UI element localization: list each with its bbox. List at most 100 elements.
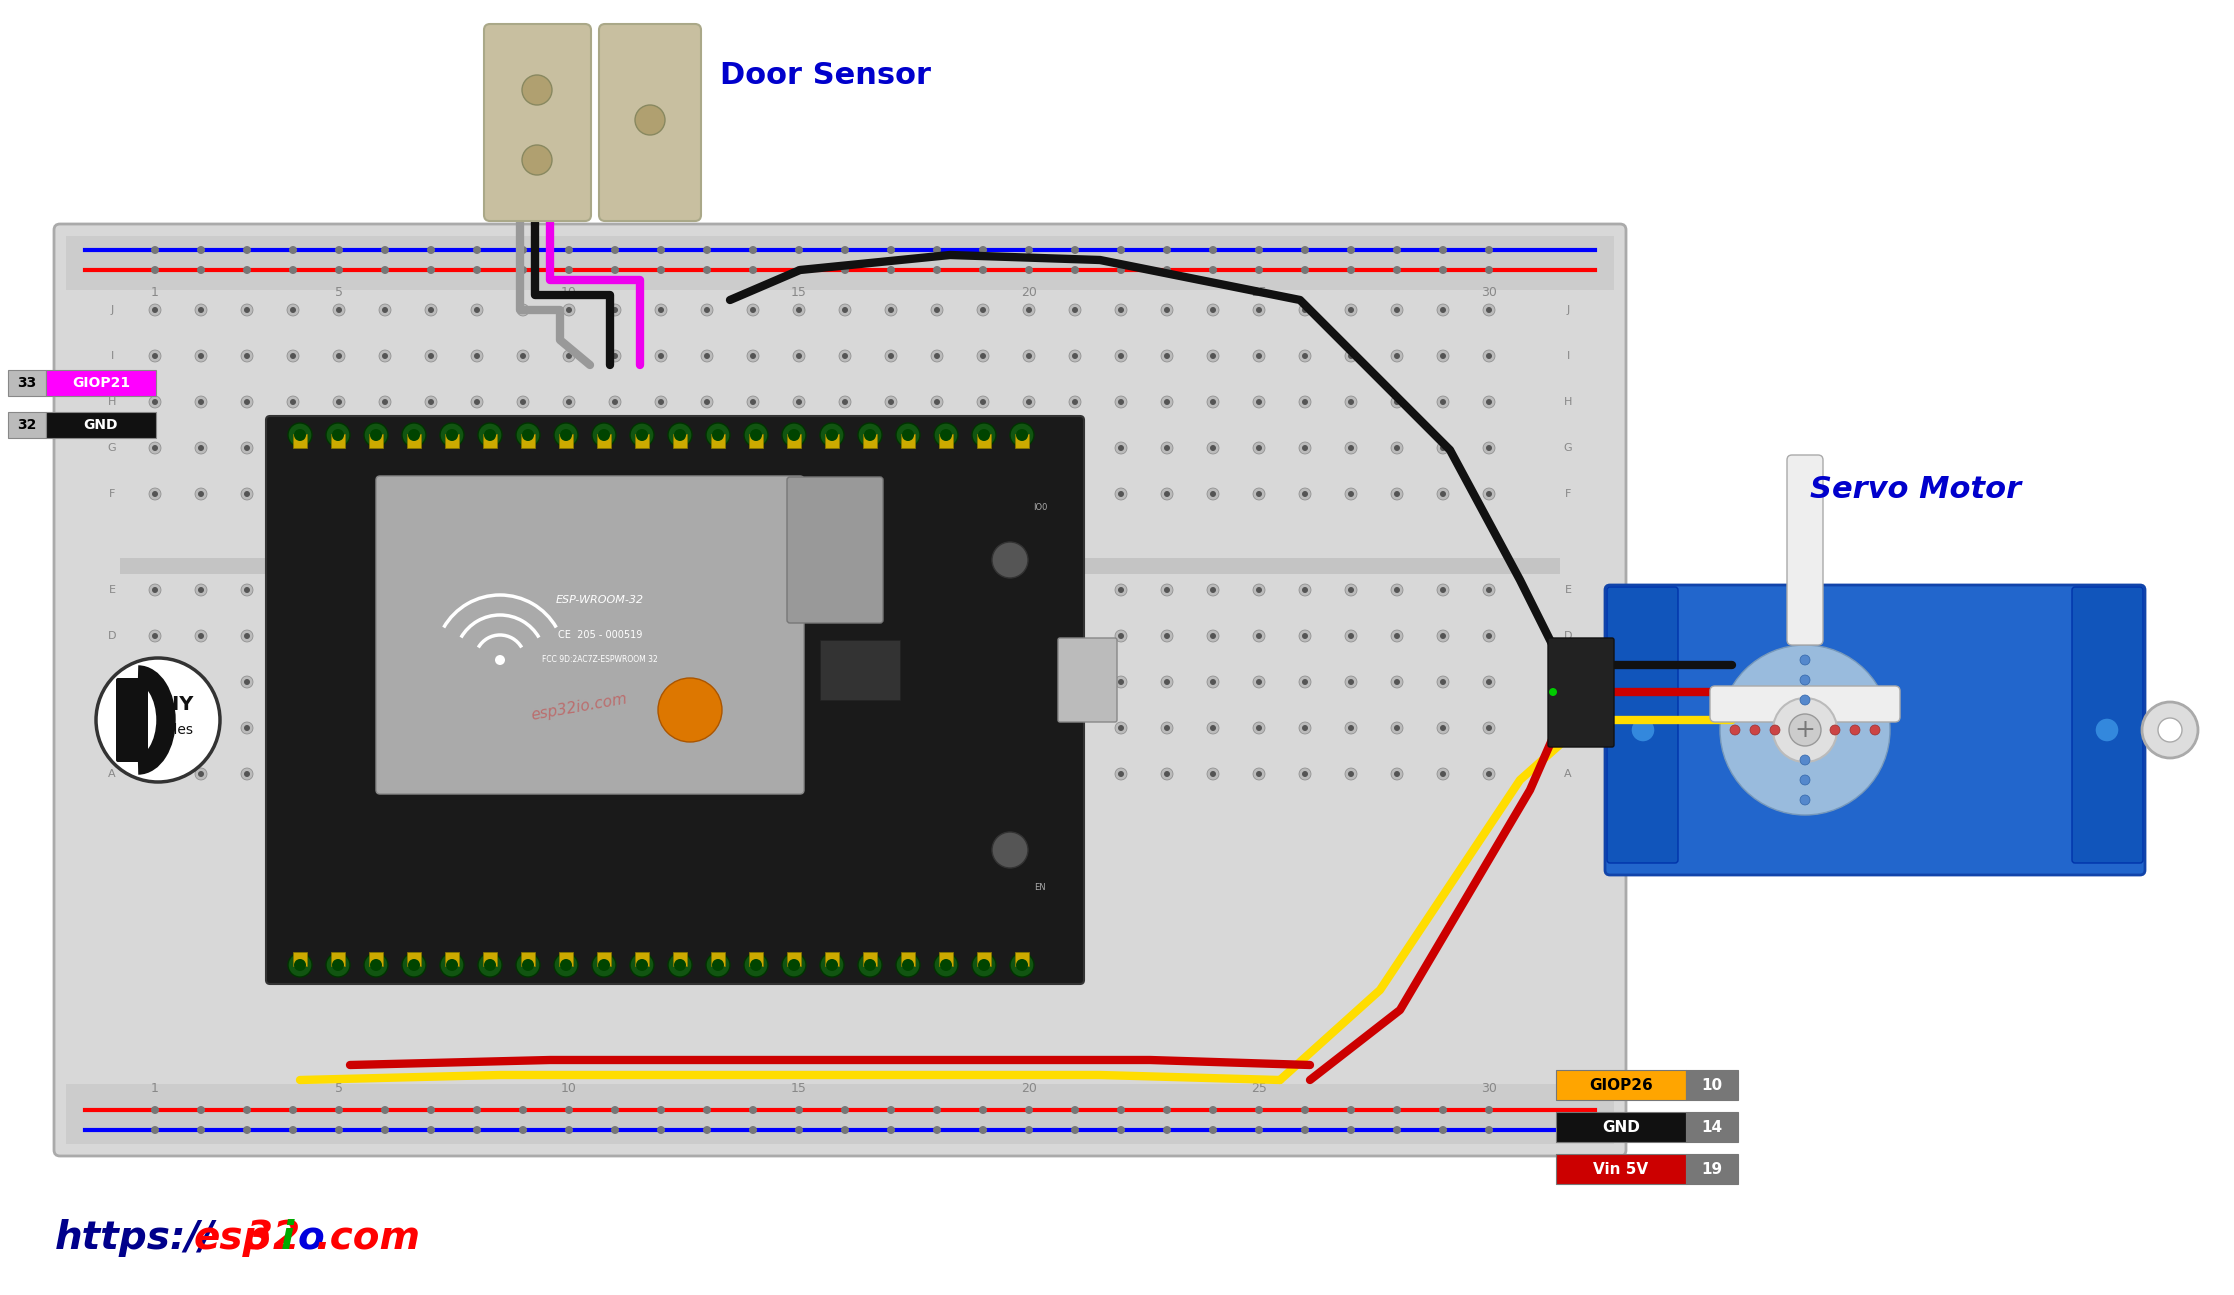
Circle shape bbox=[194, 768, 208, 780]
Circle shape bbox=[887, 633, 894, 638]
Bar bbox=[710, 434, 726, 448]
Circle shape bbox=[199, 491, 203, 497]
Circle shape bbox=[1023, 350, 1034, 363]
Circle shape bbox=[1486, 1125, 1492, 1134]
Circle shape bbox=[1300, 246, 1309, 254]
Text: 32: 32 bbox=[246, 1219, 299, 1257]
Circle shape bbox=[1436, 488, 1450, 500]
Circle shape bbox=[1070, 350, 1081, 363]
Circle shape bbox=[840, 396, 851, 408]
Circle shape bbox=[706, 953, 731, 976]
Text: B: B bbox=[107, 723, 116, 733]
Text: J: J bbox=[109, 306, 114, 315]
Circle shape bbox=[474, 633, 480, 638]
Circle shape bbox=[795, 399, 802, 405]
Circle shape bbox=[516, 723, 529, 734]
Circle shape bbox=[1206, 304, 1220, 316]
Circle shape bbox=[424, 396, 438, 408]
Circle shape bbox=[471, 396, 483, 408]
Circle shape bbox=[496, 655, 505, 666]
Circle shape bbox=[371, 429, 382, 442]
Text: 5: 5 bbox=[335, 285, 344, 299]
Bar bbox=[445, 434, 458, 448]
Circle shape bbox=[290, 633, 295, 638]
Circle shape bbox=[1023, 304, 1034, 316]
Circle shape bbox=[380, 442, 391, 455]
Circle shape bbox=[1302, 354, 1307, 359]
Circle shape bbox=[152, 445, 159, 451]
Bar bbox=[521, 952, 534, 966]
Circle shape bbox=[150, 396, 161, 408]
Circle shape bbox=[1302, 587, 1307, 593]
Circle shape bbox=[978, 960, 990, 971]
FancyBboxPatch shape bbox=[1787, 455, 1823, 645]
Circle shape bbox=[1302, 725, 1307, 730]
Circle shape bbox=[934, 265, 941, 275]
Circle shape bbox=[1345, 629, 1356, 642]
Circle shape bbox=[1117, 246, 1126, 254]
Circle shape bbox=[382, 265, 389, 275]
Circle shape bbox=[795, 354, 802, 359]
Circle shape bbox=[194, 676, 208, 688]
Circle shape bbox=[887, 265, 896, 275]
Circle shape bbox=[244, 679, 250, 685]
Circle shape bbox=[842, 771, 849, 777]
Bar bbox=[976, 434, 992, 448]
Circle shape bbox=[934, 679, 941, 685]
Circle shape bbox=[474, 725, 480, 730]
Circle shape bbox=[885, 676, 898, 688]
Circle shape bbox=[610, 442, 621, 455]
Circle shape bbox=[150, 584, 161, 596]
Text: IO0: IO0 bbox=[1032, 502, 1048, 512]
Circle shape bbox=[1394, 307, 1401, 313]
Circle shape bbox=[429, 354, 433, 359]
Circle shape bbox=[474, 445, 480, 451]
Text: 1: 1 bbox=[152, 1081, 159, 1094]
Circle shape bbox=[471, 584, 483, 596]
Circle shape bbox=[199, 633, 203, 638]
Circle shape bbox=[701, 629, 713, 642]
Circle shape bbox=[1023, 396, 1034, 408]
Text: esp32io.com: esp32io.com bbox=[311, 487, 427, 534]
Circle shape bbox=[1070, 629, 1081, 642]
Circle shape bbox=[409, 429, 420, 442]
Circle shape bbox=[976, 350, 990, 363]
Circle shape bbox=[887, 246, 896, 254]
Circle shape bbox=[194, 304, 208, 316]
Circle shape bbox=[152, 399, 159, 405]
Text: Vin 5V: Vin 5V bbox=[1593, 1162, 1649, 1176]
Circle shape bbox=[563, 629, 574, 642]
Circle shape bbox=[288, 265, 297, 275]
Circle shape bbox=[1441, 354, 1445, 359]
Circle shape bbox=[795, 633, 802, 638]
Circle shape bbox=[1072, 771, 1079, 777]
Circle shape bbox=[1115, 488, 1126, 500]
Circle shape bbox=[592, 423, 617, 447]
Circle shape bbox=[610, 396, 621, 408]
Circle shape bbox=[1162, 676, 1173, 688]
Circle shape bbox=[1070, 488, 1081, 500]
Circle shape bbox=[290, 491, 295, 497]
Circle shape bbox=[1206, 488, 1220, 500]
Circle shape bbox=[748, 1125, 757, 1134]
Circle shape bbox=[668, 423, 693, 447]
Text: DIY: DIY bbox=[156, 695, 194, 715]
Circle shape bbox=[840, 676, 851, 688]
Circle shape bbox=[932, 488, 943, 500]
Circle shape bbox=[782, 953, 806, 976]
Circle shape bbox=[887, 771, 894, 777]
Text: 25: 25 bbox=[1251, 1081, 1267, 1094]
Circle shape bbox=[1300, 265, 1309, 275]
Circle shape bbox=[563, 584, 574, 596]
Circle shape bbox=[1211, 354, 1215, 359]
Circle shape bbox=[290, 771, 295, 777]
Circle shape bbox=[516, 488, 529, 500]
FancyBboxPatch shape bbox=[599, 25, 701, 221]
Circle shape bbox=[981, 399, 985, 405]
Circle shape bbox=[1211, 587, 1215, 593]
Circle shape bbox=[1023, 584, 1034, 596]
Circle shape bbox=[474, 246, 480, 254]
Circle shape bbox=[241, 350, 252, 363]
Circle shape bbox=[1441, 587, 1445, 593]
Bar bbox=[558, 952, 572, 966]
